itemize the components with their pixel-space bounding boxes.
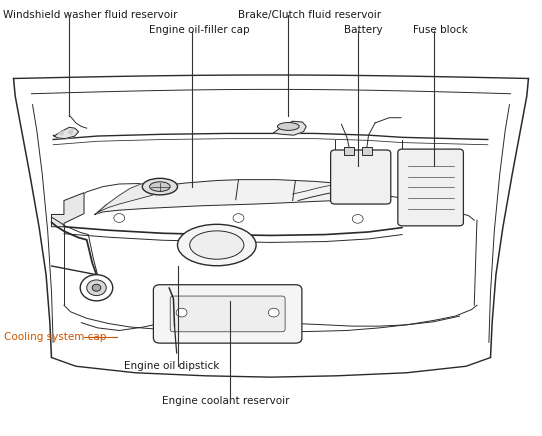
Polygon shape — [51, 193, 84, 227]
Text: Battery: Battery — [344, 25, 383, 35]
Bar — [344, 147, 354, 155]
Circle shape — [176, 308, 187, 317]
Circle shape — [268, 308, 279, 317]
FancyBboxPatch shape — [153, 285, 302, 343]
Ellipse shape — [178, 224, 256, 266]
Ellipse shape — [142, 178, 177, 195]
Circle shape — [87, 280, 106, 296]
Polygon shape — [68, 129, 73, 134]
Text: Engine oil dipstick: Engine oil dipstick — [124, 361, 219, 371]
Circle shape — [352, 215, 363, 223]
Text: Engine oil-filler cap: Engine oil-filler cap — [149, 25, 250, 35]
FancyBboxPatch shape — [170, 296, 285, 332]
Text: Engine coolant reservoir: Engine coolant reservoir — [162, 396, 289, 406]
Text: Cooling system cap: Cooling system cap — [4, 332, 107, 342]
FancyBboxPatch shape — [398, 149, 463, 226]
Circle shape — [114, 214, 125, 222]
Bar — [362, 147, 372, 155]
Polygon shape — [95, 180, 364, 215]
Ellipse shape — [278, 123, 299, 130]
Text: Fuse block: Fuse block — [413, 25, 468, 35]
FancyBboxPatch shape — [331, 150, 391, 204]
Polygon shape — [274, 121, 306, 135]
Ellipse shape — [190, 231, 244, 259]
Circle shape — [233, 214, 244, 222]
Polygon shape — [59, 131, 64, 135]
Ellipse shape — [150, 182, 170, 191]
Text: Brake/Clutch fluid reservoir: Brake/Clutch fluid reservoir — [238, 10, 382, 20]
Polygon shape — [95, 182, 168, 215]
Text: Windshield washer fluid reservoir: Windshield washer fluid reservoir — [3, 10, 177, 20]
Circle shape — [92, 284, 101, 291]
Circle shape — [80, 275, 113, 301]
Polygon shape — [53, 127, 79, 139]
